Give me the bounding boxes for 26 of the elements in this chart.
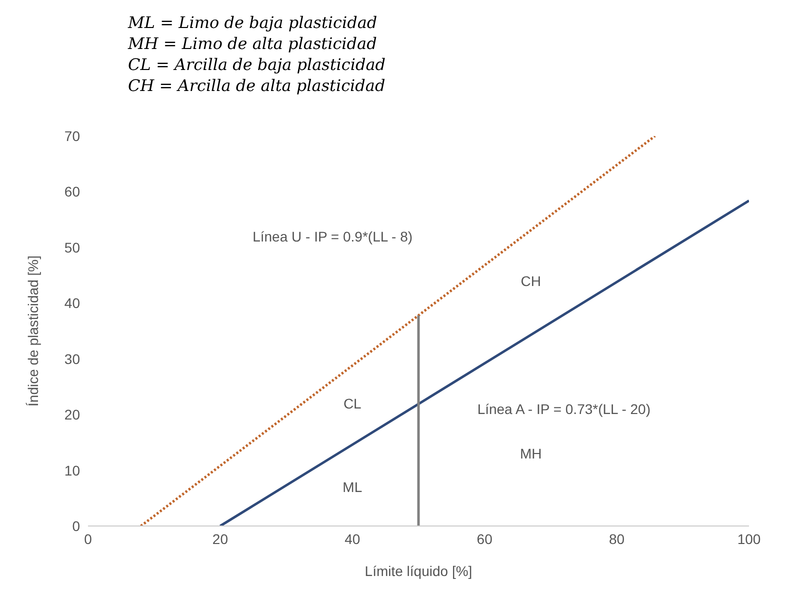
- annotation: CH: [520, 272, 541, 289]
- annotation: CL: [343, 395, 362, 412]
- text: MH = Limo de alta plasticidad: [128, 33, 378, 54]
- x-tick-label: 100: [737, 530, 761, 547]
- y-tick-label: 60: [64, 184, 80, 200]
- y-tick-label: 20: [64, 406, 80, 423]
- y-tick-label: 0: [72, 518, 80, 534]
- y-tick-label: 40: [64, 295, 80, 312]
- annotation: Línea A - IP = 0.73*(LL - 20): [477, 400, 651, 417]
- y-axis-title: Índice de plasticidad [%]: [24, 256, 41, 406]
- annotation: MH: [520, 446, 542, 462]
- x-tick-label: 60: [476, 530, 493, 547]
- x-tick-label: 40: [344, 530, 360, 547]
- text: ML = Limo de baja plasticidad: [128, 12, 378, 33]
- annotation: ML: [342, 478, 362, 495]
- y-tick-label: 50: [64, 239, 80, 256]
- text: CL = Arcilla de baja plasticidad: [128, 54, 387, 75]
- y-tick-label: 10: [64, 462, 80, 478]
- y-tick-label: 70: [64, 128, 80, 144]
- annotation: Línea U - IP = 0.9*(LL - 8): [252, 228, 413, 244]
- x-axis-title: Límite líquido [%]: [364, 563, 472, 579]
- y-tick-label: 30: [64, 350, 80, 367]
- x-tick-label: 20: [212, 530, 228, 547]
- x-tick-label: 0: [84, 530, 92, 547]
- text: CH = Arcilla de alta plasticidad: [128, 75, 386, 96]
- x-tick-label: 80: [609, 530, 625, 547]
